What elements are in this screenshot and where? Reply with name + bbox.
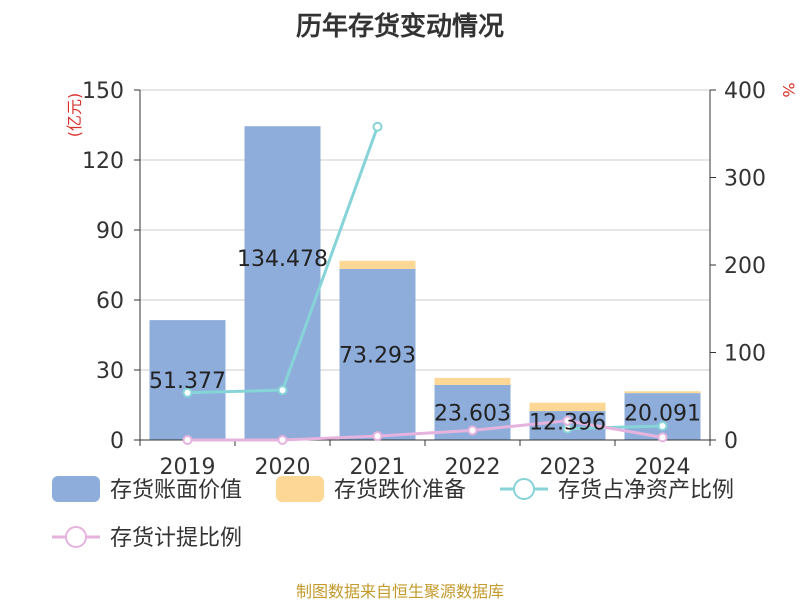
legend-swatch: [276, 476, 324, 502]
bar-book-value: [149, 320, 226, 440]
y-left-tick-label: 30: [96, 359, 124, 384]
y-right-tick-label: 300: [724, 167, 766, 192]
bar-data-label: 134.478: [237, 247, 328, 272]
bar-data-label: 73.293: [339, 343, 416, 368]
line-point: [657, 421, 668, 431]
bar-data-label: 20.091: [624, 402, 701, 427]
bar-data-label: 23.603: [434, 401, 511, 426]
legend-label: 存货占净资产比例: [558, 478, 734, 503]
x-tick-label: 2021: [350, 455, 406, 480]
x-tick-label: 2020: [255, 455, 311, 480]
bar-impairment: [624, 391, 701, 394]
bar-impairment: [339, 260, 416, 269]
x-tick-label: 2019: [160, 455, 216, 480]
line-point: [372, 121, 383, 132]
bar-data-label: 12.396: [529, 411, 606, 436]
legend-marker: [513, 478, 535, 500]
line-point: [182, 387, 193, 398]
y-left-tick-label: 90: [96, 219, 124, 244]
y-left-axis-unit: (亿元): [65, 93, 84, 138]
legend-label: 存货账面价值: [110, 478, 242, 503]
x-tick-label: 2022: [445, 455, 501, 480]
footer-source: 制图数据来自恒生聚源数据库: [295, 582, 504, 601]
bar-impairment: [529, 402, 606, 412]
y-left-tick-label: 150: [82, 79, 124, 104]
bar-book-value: [339, 268, 416, 440]
y-right-axis-unit: %: [779, 82, 798, 97]
legend-marker: [65, 526, 87, 548]
line-series: [187, 419, 663, 442]
bar-impairment: [434, 377, 511, 385]
line-point: [657, 432, 668, 443]
legend-label: 存货计提比例: [110, 526, 242, 551]
line-point: [372, 431, 383, 442]
legend-label: 存货跌价准备: [334, 478, 466, 503]
line-point: [182, 435, 193, 445]
y-left-tick-label: 60: [96, 289, 124, 314]
line-point: [277, 385, 288, 396]
x-tick-label: 2024: [635, 455, 691, 480]
y-right-tick-label: 100: [724, 342, 766, 367]
bar-data-label: 51.377: [149, 369, 226, 394]
y-right-tick-label: 200: [724, 254, 766, 279]
chart-title: 历年存货变动情况: [295, 12, 504, 42]
y-right-tick-label: 0: [724, 429, 738, 454]
legend-swatch: [52, 476, 100, 502]
y-right-tick-label: 400: [724, 79, 766, 104]
line-point: [562, 415, 573, 426]
y-left-tick-label: 120: [82, 149, 124, 174]
x-tick-label: 2023: [540, 455, 596, 480]
line-point: [277, 435, 288, 445]
y-left-tick-label: 0: [110, 429, 124, 454]
line-point: [467, 425, 478, 436]
